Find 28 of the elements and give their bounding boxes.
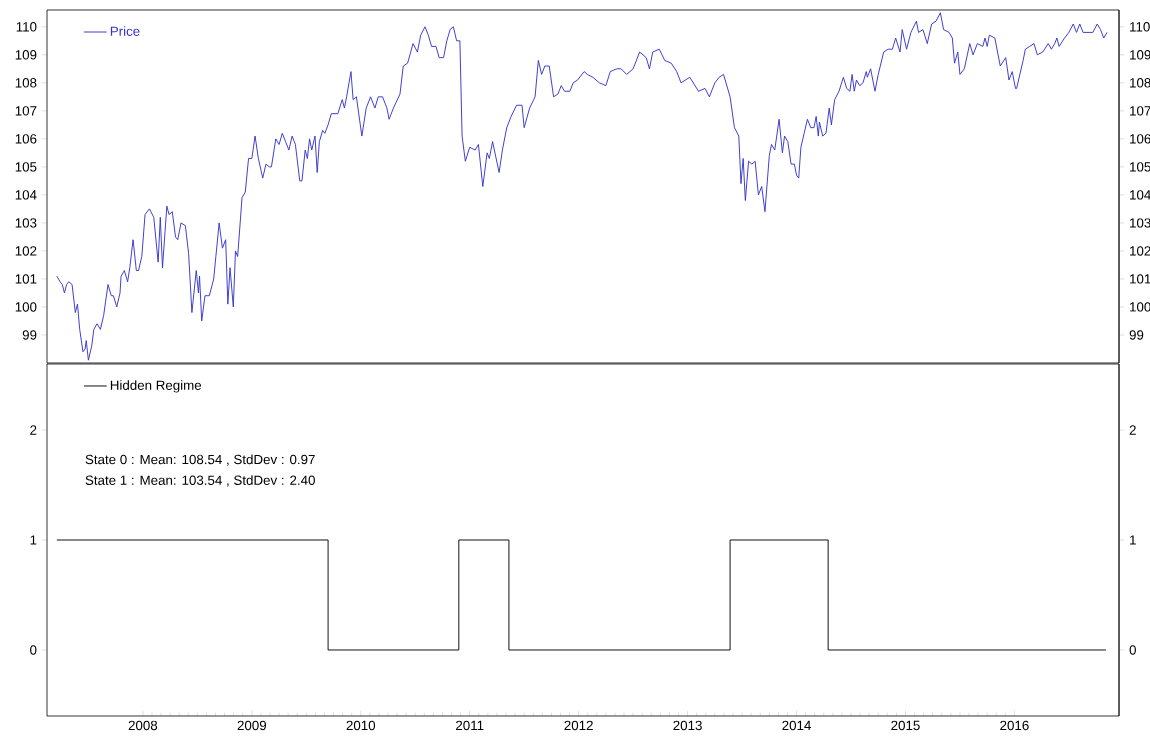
x-tick-label: 2014	[782, 720, 811, 731]
y-tick-label: 102	[15, 246, 37, 256]
x-tick-label: 2008	[128, 720, 158, 731]
y-tick-label: 0	[1129, 645, 1136, 655]
legend-label: Hidden Regime	[110, 380, 202, 393]
annotation: State 1 : Mean: 103.54 , StdDev : 2.40	[85, 475, 315, 487]
x-tick-label: 2011	[456, 720, 484, 731]
y-tick-label: 101	[15, 274, 37, 284]
y-tick-label: 108	[15, 78, 37, 88]
x-tick-label: 2010	[346, 720, 376, 731]
y-tick-label: 109	[15, 50, 37, 60]
y-tick-label: 104	[15, 190, 37, 200]
y-tick-label: 110	[16, 22, 37, 32]
x-tick-label: 2012	[564, 720, 593, 731]
y-tick-label: 103	[15, 218, 37, 228]
y-tick-label: 99	[22, 330, 37, 340]
y-tick-label: 106	[15, 134, 37, 144]
x-tick-label: 2016	[1000, 720, 1029, 731]
y-tick-label: 100	[15, 302, 37, 312]
x-tick-label: 2013	[673, 720, 702, 731]
y-tick-label: 1	[1130, 535, 1136, 545]
x-tick-label: 2015	[891, 720, 920, 731]
y-tick-label: 105	[15, 162, 37, 172]
y-tick-label: 107	[15, 106, 37, 116]
y-tick-label: 2	[1129, 425, 1136, 435]
annotation: State 0 : Mean: 108.54 , StdDev : 0.97	[85, 454, 315, 466]
legend-label: Price	[110, 26, 140, 36]
x-tick-label: 2009	[237, 720, 267, 731]
